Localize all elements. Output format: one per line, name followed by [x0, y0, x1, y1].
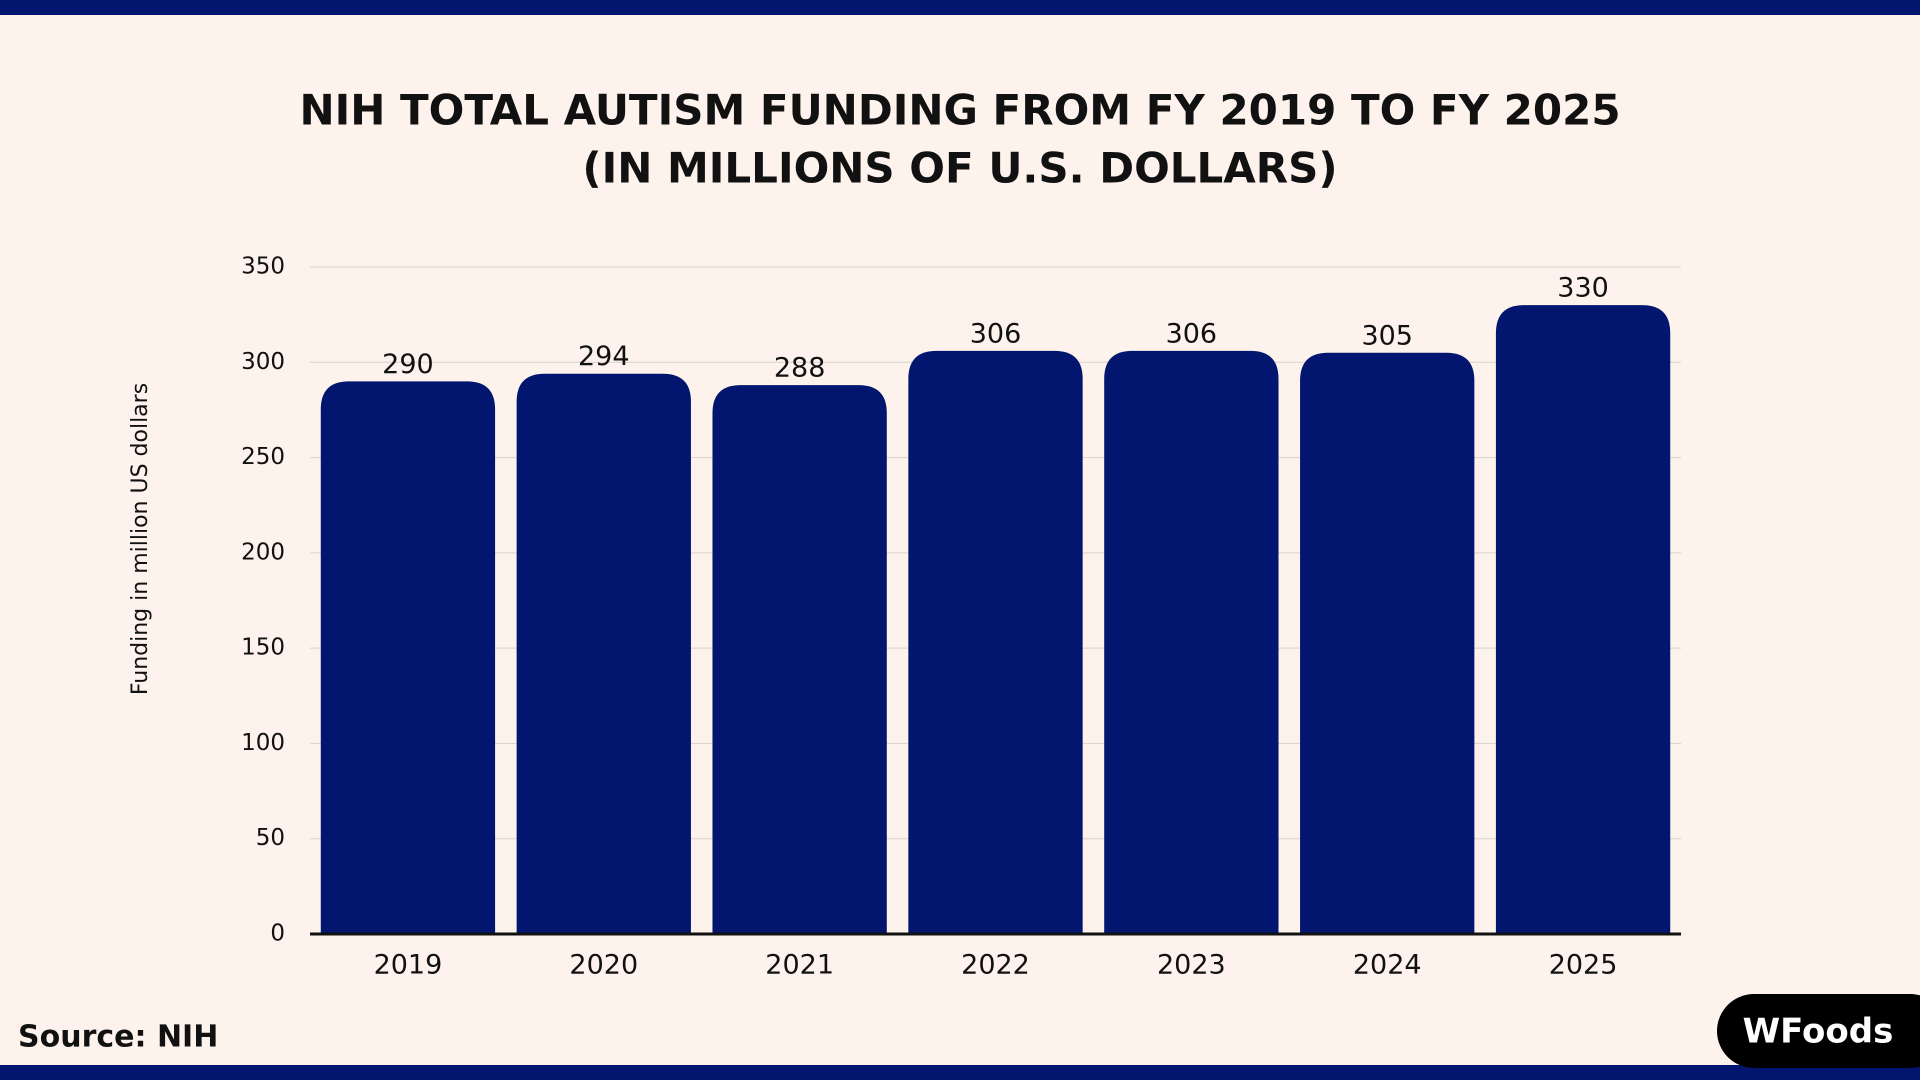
- y-axis-label: Funding in million US dollars: [128, 383, 153, 695]
- x-tick-label: 2022: [961, 950, 1030, 981]
- x-tick-label: 2025: [1549, 950, 1618, 981]
- value-label: 330: [1557, 273, 1609, 304]
- y-tick-label: 350: [241, 254, 285, 280]
- bar: [908, 350, 1083, 934]
- y-tick-label: 200: [241, 539, 285, 565]
- bar: [1300, 352, 1475, 934]
- top-band: [0, 0, 1920, 15]
- chart-title: NIH TOTAL AUTISM FUNDING FROM FY 2019 TO…: [299, 86, 1620, 135]
- x-tick-label: 2024: [1353, 950, 1422, 981]
- bottom-band: [0, 1065, 1920, 1080]
- bar: [320, 381, 496, 934]
- bar: [516, 373, 691, 935]
- y-tick-label: 150: [241, 635, 285, 661]
- x-tick-label: 2021: [765, 950, 834, 981]
- bar: [1104, 350, 1279, 934]
- bar: [712, 385, 887, 934]
- y-tick-label: 100: [241, 730, 285, 756]
- logo-badge: [1717, 994, 1920, 1068]
- value-label: 290: [382, 349, 434, 380]
- logo: WFoods: [1743, 1012, 1894, 1052]
- value-label: 288: [774, 353, 826, 384]
- bar: [1495, 305, 1671, 935]
- value-label: 305: [1361, 320, 1413, 351]
- value-label: 306: [1166, 318, 1218, 349]
- x-tick-label: 2020: [569, 950, 638, 981]
- x-tick-label: 2023: [1157, 950, 1226, 981]
- y-tick-label: 0: [270, 921, 285, 947]
- x-tick-label: 2019: [374, 950, 443, 981]
- value-label: 306: [970, 318, 1022, 349]
- y-tick-label: 300: [241, 349, 285, 375]
- chart-subtitle: (IN MILLIONS OF U.S. DOLLARS): [582, 144, 1337, 193]
- source: Source: NIH: [18, 1020, 218, 1055]
- y-tick-label: 250: [241, 444, 285, 470]
- y-tick-label: 50: [256, 825, 285, 851]
- value-label: 294: [578, 341, 630, 372]
